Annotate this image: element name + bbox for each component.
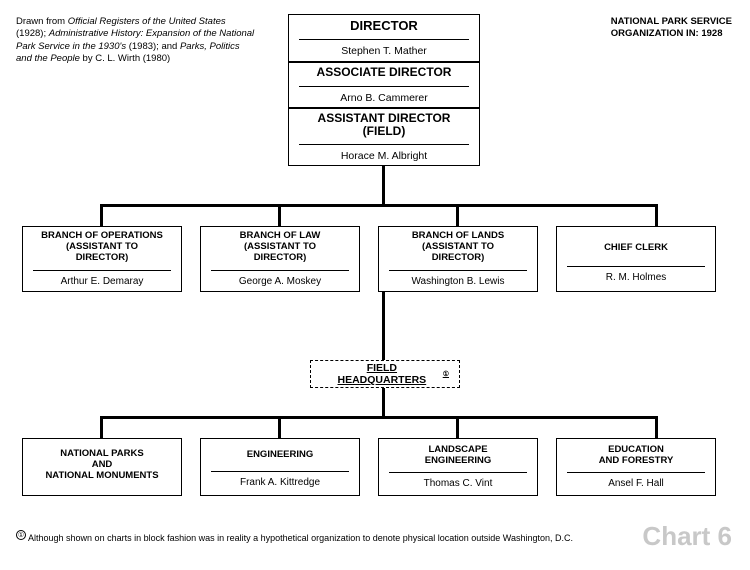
assistant-title: ASSISTANT DIRECTOR (FIELD) bbox=[295, 112, 473, 141]
connector bbox=[100, 416, 658, 419]
box-person: R. M. Holmes bbox=[563, 270, 709, 283]
box-person: George A. Moskey bbox=[207, 274, 353, 287]
connector bbox=[278, 204, 281, 226]
box-title: NATIONAL PARKS AND NATIONAL MONUMENTS bbox=[29, 449, 175, 485]
box-title: BRANCH OF OPERATIONS (ASSISTANT TO DIREC… bbox=[29, 231, 175, 267]
box-person: Ansel F. Hall bbox=[563, 476, 709, 489]
connector bbox=[382, 166, 385, 204]
education-forestry-box: EDUCATION AND FORESTRY Ansel F. Hall bbox=[556, 438, 716, 496]
box-title: LANDSCAPE ENGINEERING bbox=[385, 445, 531, 470]
box-title: CHIEF CLERK bbox=[563, 235, 709, 257]
connector bbox=[278, 416, 281, 438]
footnote-marker-icon: ① bbox=[443, 370, 449, 378]
associate-person: Arno B. Cammerer bbox=[295, 90, 473, 104]
connector bbox=[382, 388, 385, 416]
footnote-marker-icon: ① bbox=[16, 530, 26, 540]
box-person: Washington B. Lewis bbox=[385, 274, 531, 287]
engineering-box: ENGINEERING Frank A. Kittredge bbox=[200, 438, 360, 496]
associate-director-box: ASSOCIATE DIRECTOR Arno B. Cammerer bbox=[288, 62, 480, 108]
branch-lands-box: BRANCH OF LANDS (ASSISTANT TO DIRECTOR) … bbox=[378, 226, 538, 292]
national-parks-box: NATIONAL PARKS AND NATIONAL MONUMENTS bbox=[22, 438, 182, 496]
box-person: Thomas C. Vint bbox=[385, 476, 531, 489]
connector bbox=[100, 204, 103, 226]
box-title: EDUCATION AND FORESTRY bbox=[563, 445, 709, 470]
connector bbox=[100, 204, 658, 207]
associate-title: ASSOCIATE DIRECTOR bbox=[295, 66, 473, 83]
chief-clerk-box: CHIEF CLERK R. M. Holmes bbox=[556, 226, 716, 292]
source-citation: Drawn from Official Registers of the Uni… bbox=[16, 16, 256, 65]
connector bbox=[655, 204, 658, 226]
branch-operations-box: BRANCH OF OPERATIONS (ASSISTANT TO DIREC… bbox=[22, 226, 182, 292]
director-box: DIRECTOR Stephen T. Mather bbox=[288, 14, 480, 62]
field-headquarters-box: FIELD HEADQUARTERS① bbox=[310, 360, 460, 388]
box-title: ENGINEERING bbox=[207, 446, 353, 464]
org-header: NATIONAL PARK SERVICE ORGANIZATION IN: 1… bbox=[611, 16, 732, 41]
connector bbox=[382, 292, 385, 360]
assistant-director-box: ASSISTANT DIRECTOR (FIELD) Horace M. Alb… bbox=[288, 108, 480, 166]
box-title: BRANCH OF LANDS (ASSISTANT TO DIRECTOR) bbox=[385, 231, 531, 267]
connector bbox=[655, 416, 658, 438]
director-person: Stephen T. Mather bbox=[295, 43, 473, 57]
landscape-engineering-box: LANDSCAPE ENGINEERING Thomas C. Vint bbox=[378, 438, 538, 496]
director-title: DIRECTOR bbox=[295, 19, 473, 37]
connector bbox=[456, 204, 459, 226]
box-title: BRANCH OF LAW (ASSISTANT TO DIRECTOR) bbox=[207, 231, 353, 267]
assistant-person: Horace M. Albright bbox=[295, 148, 473, 162]
branch-law-box: BRANCH OF LAW (ASSISTANT TO DIRECTOR) Ge… bbox=[200, 226, 360, 292]
footnote: ① Although shown on charts in block fash… bbox=[16, 530, 610, 543]
chart-number-label: Chart 6 bbox=[642, 521, 732, 552]
box-person: Arthur E. Demaray bbox=[29, 274, 175, 287]
connector bbox=[456, 416, 459, 438]
connector bbox=[100, 416, 103, 438]
box-person: Frank A. Kittredge bbox=[207, 475, 353, 488]
